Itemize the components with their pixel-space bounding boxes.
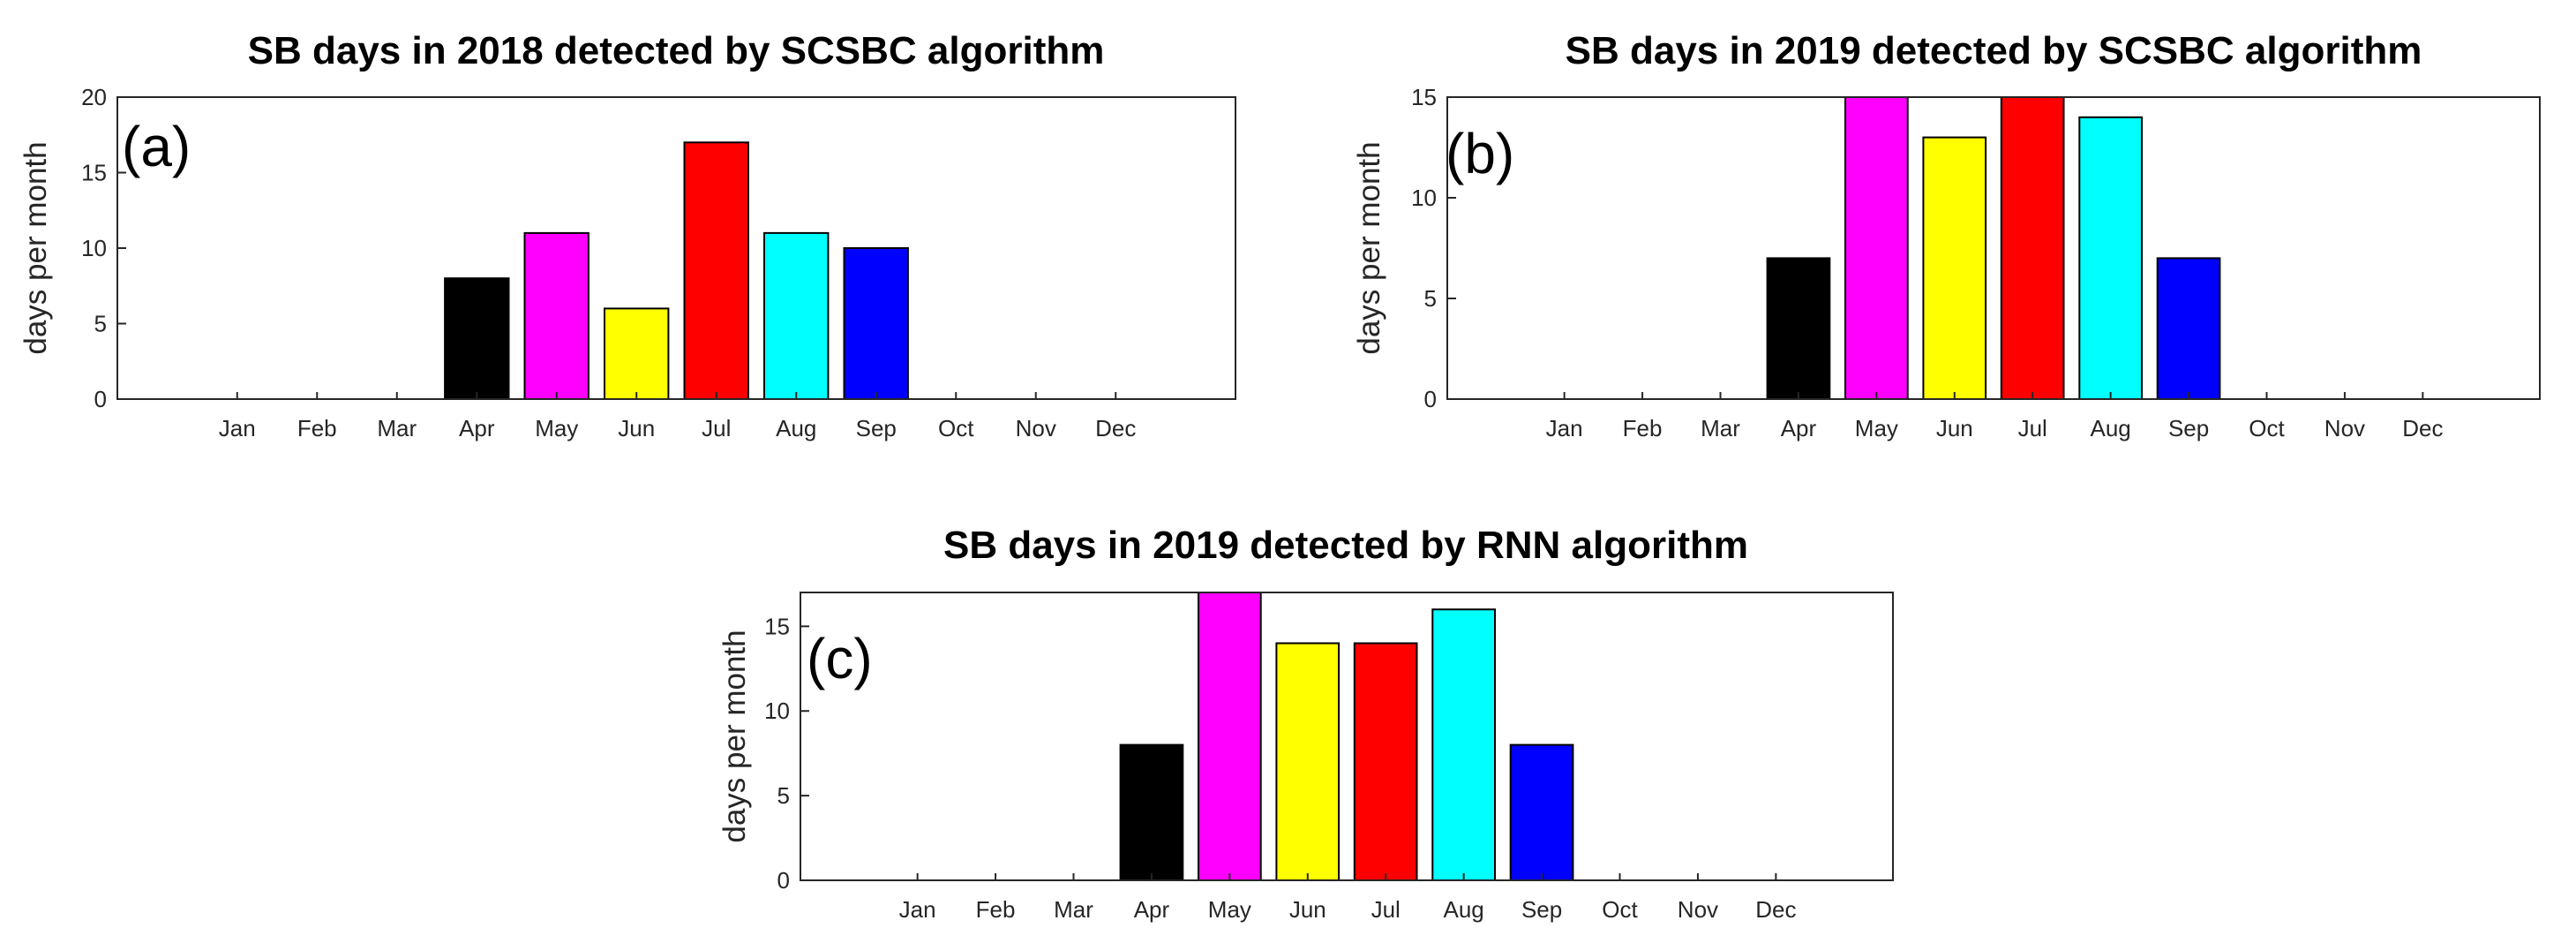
panel-label: (c) [807,627,873,690]
x-tick-label: Apr [1781,415,1817,441]
x-tick-label: Mar [1054,896,1093,923]
x-tick-label: Dec [1755,896,1796,923]
bar-may [523,231,590,400]
x-tick-label: Nov [1016,415,1056,441]
y-tick-label: 5 [1424,285,1437,312]
x-tick-label: Jun [1289,896,1326,923]
y-tick-label: 15 [1411,84,1437,110]
y-tick-label: 20 [81,84,107,110]
y-tick-label: 0 [1424,386,1437,412]
chart-b: SB days in 2019 detected by SCSBC algori… [1352,29,2541,441]
bar-apr [1766,257,1831,400]
bar-apr [1119,743,1184,881]
y-ticks: 0 5 10 15 20 [81,84,126,412]
x-tick-label: Aug [1444,896,1484,923]
y-tick-label: 5 [777,782,790,809]
x-tick-label: Jan [899,896,936,923]
bar-sep [2156,257,2221,400]
x-tick-label: Feb [1623,415,1663,441]
x-ticks: Jan Feb Mar Apr May Jun Jul Aug Sep Oct Nov Dec [219,392,1136,441]
x-tick-label: Nov [2324,415,2365,441]
x-tick-label: May [535,415,578,441]
y-tick-label: 5 [94,311,107,337]
chart-title: SB days in 2018 detected by SCSBC algori… [248,29,1105,72]
x-tick-label: Mar [1701,415,1740,441]
x-tick-label: Dec [1095,415,1136,441]
axes-frame [116,96,1236,400]
bar-may [1198,592,1262,881]
bar-aug [763,231,830,400]
bars [1766,96,2221,401]
x-tick-label: Jun [1936,415,1973,441]
bars [444,141,909,401]
x-tick-label: Nov [1678,896,1718,923]
axes-frame [1446,96,2541,400]
x-tick-label: Aug [776,415,816,441]
x-tick-label: Jul [702,415,731,441]
bar-sep [1509,743,1574,881]
x-tick-label: Feb [297,415,337,441]
bar-aug [2078,116,2144,401]
x-tick-label: Sep [1521,896,1562,923]
y-tick-label: 0 [777,867,790,894]
axes-frame [800,592,1894,881]
panel-label: (b) [1446,122,1514,185]
y-tick-label: 10 [81,235,107,261]
chart-title: SB days in 2019 detected by SCSBC algori… [1566,29,2422,72]
x-tick-label: Sep [2168,415,2209,441]
x-ticks: Jan Feb Mar Apr May Jun Jul Aug Sep Oct Nov Dec [1546,392,2443,441]
x-tick-label: Sep [856,415,897,441]
x-tick-label: Jul [1371,896,1401,923]
y-axis-label: days per month [1352,141,1386,354]
panel-label: (a) [122,115,191,178]
y-ticks: 0 5 10 15 [1411,84,1456,412]
x-tick-label: Jan [219,415,256,441]
y-tick-label: 15 [764,613,790,639]
x-tick-label: Oct [2249,415,2285,441]
x-tick-label: Jun [618,415,655,441]
bar-jun [1275,642,1341,881]
bar-aug [1431,608,1497,881]
chart-c: SB days in 2019 detected by RNN algorith… [717,524,1894,923]
x-tick-label: Oct [1602,896,1638,923]
bar-apr [444,277,510,401]
y-axis-label: days per month [19,141,53,354]
bar-jun [604,307,670,400]
x-tick-label: May [1208,896,1251,923]
x-tick-label: Feb [976,896,1016,923]
chart-title: SB days in 2019 detected by RNN algorith… [943,524,1748,567]
x-tick-label: Oct [938,415,974,441]
x-tick-label: Jan [1546,415,1583,441]
x-ticks: Jan Feb Mar Apr May Jun Jul Aug Sep Oct Nov Dec [899,873,1796,923]
bar-jun [1922,136,1987,400]
y-tick-label: 15 [81,160,107,186]
bar-jul [1353,642,1418,881]
y-tick-label: 10 [1411,185,1437,211]
x-tick-label: Apr [1134,896,1170,923]
chart-a: SB days in 2018 detected by SCSBC algori… [19,29,1236,441]
x-tick-label: Aug [2091,415,2131,441]
y-tick-label: 10 [764,698,790,724]
y-tick-label: 0 [94,386,107,412]
bar-may [1844,96,1909,400]
x-tick-label: Dec [2402,415,2443,441]
bar-jul [2000,96,2065,400]
x-tick-label: Apr [459,415,495,441]
x-tick-label: Jul [2018,415,2047,441]
bar-sep [843,247,909,400]
x-tick-label: Mar [377,415,417,441]
x-tick-label: May [1855,415,1898,441]
bars [1119,592,1574,881]
bar-jul [683,141,749,401]
y-ticks: 0 5 10 15 [764,613,809,894]
y-axis-label: days per month [717,630,752,842]
